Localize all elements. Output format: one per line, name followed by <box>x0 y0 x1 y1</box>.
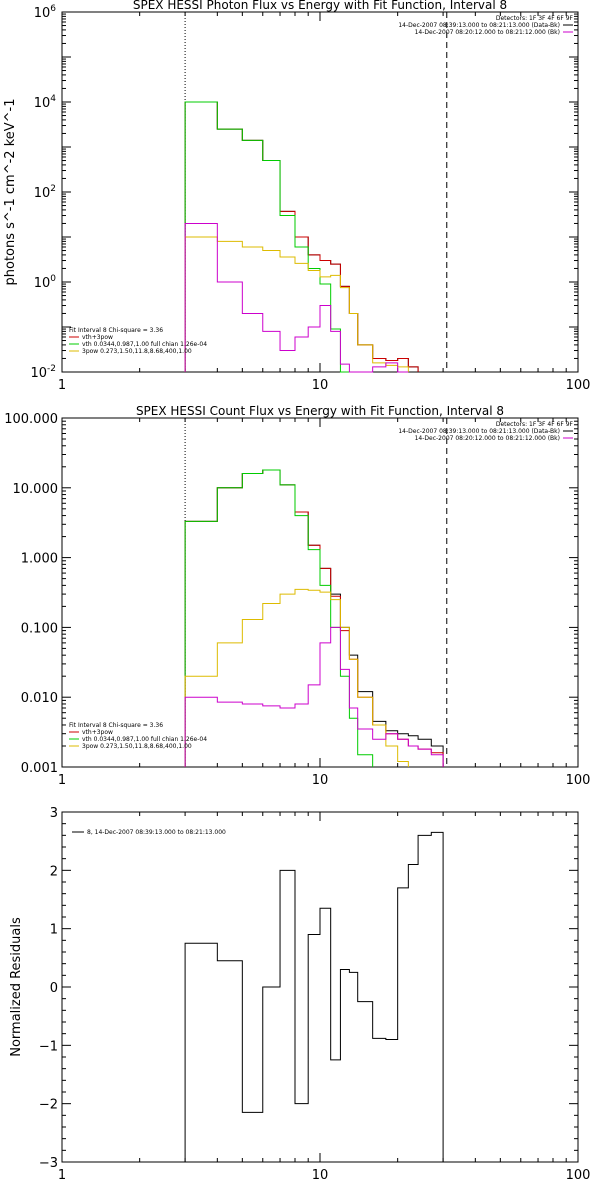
y-tick-label: −1 <box>39 1039 58 1054</box>
y-axis: −3 −2 −1 0 1 2 3 <box>39 806 578 1171</box>
y-tick-exponent: 0 <box>50 274 56 284</box>
y-tick-label: 10-2 <box>30 364 56 381</box>
series-line-3 <box>184 469 374 767</box>
y-tick-label: 0.010 <box>21 691 58 706</box>
y-tick-label: 106 <box>34 4 57 21</box>
panel-1: SPEX HESSI Photon Flux vs Energy with Fi… <box>3 0 590 393</box>
y-axis: 0.001 0.010 0.100 1.000 10.000 100.000 <box>4 412 578 776</box>
series-line-4 <box>184 588 409 767</box>
x-tick-label: 100 <box>566 1168 591 1183</box>
chart-title: SPEX HESSI Count Flux vs Energy with Fit… <box>136 404 504 418</box>
legend-header: Detectors: 1F 3F 4F 6F 9F <box>496 15 574 22</box>
legend: 8, 14-Dec-2007 08:39:13.000 to 08:21:13.… <box>72 829 226 836</box>
x-axis: 1 10 100 <box>58 812 591 1183</box>
legend-label: vth 0.0344,0.987,1.00 full chian 1.26e-0… <box>82 736 207 743</box>
y-tick-base: 10 <box>34 96 51 111</box>
x-axis: 1 10 100 <box>58 418 591 788</box>
y-tick-label: 10.000 <box>13 482 59 497</box>
y-tick-exponent: -2 <box>47 364 56 374</box>
y-tick-base: 10 <box>34 6 51 21</box>
legend-header: Fit Interval 8 Chi-square = 3.36 <box>69 722 163 729</box>
y-tick-label: 104 <box>34 94 57 111</box>
series-line-4 <box>184 236 409 372</box>
legend-left: Fit Interval 8 Chi-square = 3.36vth+3pow… <box>69 722 207 750</box>
panel-2: SPEX HESSI Count Flux vs Energy with Fit… <box>4 404 590 788</box>
chart-title: SPEX HESSI Photon Flux vs Energy with Fi… <box>133 0 507 12</box>
legend-label: vth+3pow <box>82 334 113 341</box>
y-tick-label: 1 <box>50 923 58 938</box>
legend-label: 8, 14-Dec-2007 08:39:13.000 to 08:21:13.… <box>87 829 226 836</box>
y-tick-base: 10 <box>30 366 47 381</box>
y-tick-label: −3 <box>39 1156 58 1171</box>
legend-left: Fit Interval 8 Chi-square = 3.36vth+3pow… <box>69 327 207 355</box>
x-tick-label: 10 <box>312 773 329 788</box>
y-tick-label: 3 <box>50 806 58 821</box>
series-line-5 <box>184 626 444 767</box>
x-tick-label: 1 <box>58 773 66 788</box>
y-axis-label: photons s^-1 cm^-2 keV^-1 <box>3 98 18 285</box>
y-tick-base: 10 <box>34 186 51 201</box>
x-tick-label: 1 <box>58 1168 66 1183</box>
legend-label: vth+3pow <box>82 729 113 736</box>
legend-label: 14-Dec-2007 08:20:12.000 to 08:21:12.000… <box>415 29 560 36</box>
legend-label: 3pow 0.273,1.50,11.8,8.68,400,1.00 <box>82 743 192 750</box>
series-line-2 <box>184 469 444 767</box>
y-tick-label: 100.000 <box>4 412 58 427</box>
series-line-1 <box>184 831 444 1162</box>
x-tick-label: 10 <box>312 1168 329 1183</box>
y-tick-label: 100 <box>34 274 57 291</box>
y-axis-label: Normalized Residuals <box>9 917 24 1057</box>
y-tick-label: −2 <box>39 1098 58 1113</box>
y-tick-label: 0.001 <box>21 761 58 776</box>
legend-label: 14-Dec-2007 08:39:13.000 to 08:21:13.000… <box>398 428 560 435</box>
legend-header: Detectors: 1F 3F 4F 6F 9F <box>496 421 574 428</box>
y-tick-exponent: 2 <box>50 184 56 194</box>
series-line-5 <box>184 222 409 373</box>
panel-3: 1 10 100 −3 −2 −1 0 1 2 3 Normalized Residuals 8, 1… <box>9 806 590 1183</box>
series-line-1 <box>184 469 444 767</box>
y-tick-label: 1.000 <box>21 552 58 567</box>
plot-frame <box>61 811 579 1163</box>
y-tick-label: 2 <box>50 864 58 879</box>
x-tick-label: 100 <box>566 773 591 788</box>
y-tick-label: 0.100 <box>21 621 58 636</box>
legend-label: vth 0.0344,0.987,1.00 full chian 1.26e-0… <box>82 341 207 348</box>
legend-label: 14-Dec-2007 08:39:13.000 to 08:21:13.000… <box>398 22 560 29</box>
y-tick-base: 10 <box>34 276 51 291</box>
x-axis: 1 10 100 <box>58 12 591 393</box>
x-tick-label: 10 <box>312 378 329 393</box>
y-tick-exponent: 4 <box>50 94 56 104</box>
series-line-2 <box>184 101 419 372</box>
legend-label: 3pow 0.273,1.50,11.8,8.68,400,1.00 <box>82 348 192 355</box>
legend-header: Fit Interval 8 Chi-square = 3.36 <box>69 327 163 334</box>
y-tick-exponent: 6 <box>50 4 56 14</box>
x-tick-label: 1 <box>58 378 66 393</box>
legend-label: 14-Dec-2007 08:20:12.000 to 08:21:12.000… <box>415 435 560 442</box>
x-tick-label: 100 <box>566 378 591 393</box>
y-tick-label: 0 <box>50 981 58 996</box>
y-tick-label: 102 <box>34 184 56 201</box>
